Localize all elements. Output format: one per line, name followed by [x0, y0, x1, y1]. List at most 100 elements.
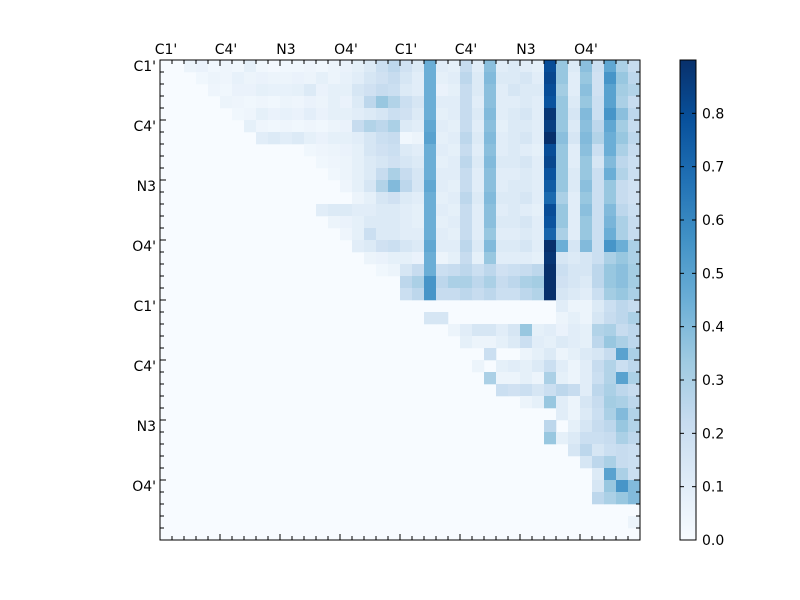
heatmap-cell: [472, 276, 485, 289]
heatmap-cell: [424, 144, 437, 157]
heatmap-cell: [436, 108, 449, 121]
y-tick-label: N3: [137, 419, 156, 435]
heatmap-cell: [508, 240, 521, 253]
heatmap-cell: [568, 180, 581, 193]
heatmap-cell: [556, 360, 569, 373]
heatmap-cell: [508, 264, 521, 277]
heatmap-cell: [496, 252, 509, 265]
heatmap-cell: [616, 276, 629, 289]
heatmap-cell: [568, 204, 581, 217]
colorbar-tick-label: 0.7: [702, 160, 724, 176]
heatmap-cell: [592, 240, 605, 253]
heatmap-cell: [628, 204, 641, 217]
heatmap-cell: [520, 252, 533, 265]
heatmap-cell: [268, 60, 281, 73]
heatmap-cell: [580, 360, 593, 373]
heatmap-cell: [628, 324, 641, 337]
heatmap-cell: [544, 420, 557, 433]
heatmap-cell: [460, 192, 473, 205]
x-tick-label: C4': [215, 42, 238, 58]
heatmap-cell: [544, 132, 557, 145]
heatmap-cell: [592, 144, 605, 157]
heatmap-cell: [568, 300, 581, 313]
heatmap-cell: [556, 252, 569, 265]
heatmap-cell: [244, 72, 257, 85]
heatmap-cell: [388, 108, 401, 121]
heatmap-cell: [508, 324, 521, 337]
heatmap-cell: [316, 60, 329, 73]
heatmap-cell: [388, 72, 401, 85]
heatmap-cell: [376, 72, 389, 85]
heatmap-cell: [592, 480, 605, 493]
heatmap-cell: [220, 60, 233, 73]
heatmap-cell: [280, 96, 293, 109]
heatmap-cell: [340, 60, 353, 73]
heatmap-cell: [592, 168, 605, 181]
heatmap-cell: [412, 60, 425, 73]
heatmap-cell: [628, 384, 641, 397]
heatmap-cell: [520, 348, 533, 361]
heatmap-cell: [256, 60, 269, 73]
heatmap-cell: [568, 144, 581, 157]
heatmap-cell: [496, 336, 509, 349]
heatmap-cell: [472, 180, 485, 193]
heatmap-cell: [520, 288, 533, 301]
heatmap-cell: [556, 72, 569, 85]
heatmap-cell: [376, 204, 389, 217]
heatmap-cell: [532, 264, 545, 277]
heatmap-cell: [460, 288, 473, 301]
heatmap-cell: [616, 360, 629, 373]
heatmap-cell: [592, 204, 605, 217]
heatmap-cell: [484, 264, 497, 277]
heatmap-cell: [196, 72, 209, 85]
heatmap-cell: [388, 264, 401, 277]
heatmap-cell: [628, 312, 641, 325]
heatmap-cell: [400, 120, 413, 133]
heatmap-cell: [496, 264, 509, 277]
heatmap-cell: [580, 60, 593, 73]
heatmap-cell: [544, 108, 557, 121]
heatmap-cell: [316, 120, 329, 133]
heatmap-cell: [520, 204, 533, 217]
heatmap-cell: [352, 108, 365, 121]
heatmap-cell: [508, 84, 521, 97]
heatmap-cell: [460, 84, 473, 97]
heatmap-cell: [364, 156, 377, 169]
heatmap-cell: [580, 348, 593, 361]
heatmap-cell: [388, 240, 401, 253]
heatmap-cell: [496, 276, 509, 289]
heatmap-cell: [316, 72, 329, 85]
heatmap-cell: [508, 384, 521, 397]
heatmap-cell: [628, 192, 641, 205]
heatmap-cell: [544, 96, 557, 109]
heatmap-cell: [232, 72, 245, 85]
heatmap-cell: [628, 444, 641, 457]
heatmap-cell: [532, 384, 545, 397]
heatmap-cell: [532, 288, 545, 301]
heatmap-cell: [604, 252, 617, 265]
heatmap-cell: [292, 72, 305, 85]
heatmap-cell: [556, 108, 569, 121]
heatmap-cell: [556, 300, 569, 313]
heatmap-cell: [340, 216, 353, 229]
heatmap-cell: [616, 468, 629, 481]
heatmap-cell: [352, 132, 365, 145]
heatmap-cell: [436, 144, 449, 157]
heatmap-cell: [628, 132, 641, 145]
heatmap-cell: [340, 132, 353, 145]
heatmap-cell: [580, 276, 593, 289]
heatmap-cell: [568, 216, 581, 229]
heatmap-cell: [544, 348, 557, 361]
heatmap-cell: [580, 204, 593, 217]
heatmap-cell: [616, 324, 629, 337]
heatmap-cell: [544, 384, 557, 397]
heatmap-cell: [244, 108, 257, 121]
heatmap-cell: [616, 264, 629, 277]
x-tick-label: N3: [516, 42, 535, 58]
heatmap-cell: [448, 204, 461, 217]
heatmap-cell: [364, 204, 377, 217]
heatmap-cell: [436, 204, 449, 217]
heatmap-cell: [628, 84, 641, 97]
heatmap-cell: [520, 108, 533, 121]
heatmap-cell: [400, 72, 413, 85]
